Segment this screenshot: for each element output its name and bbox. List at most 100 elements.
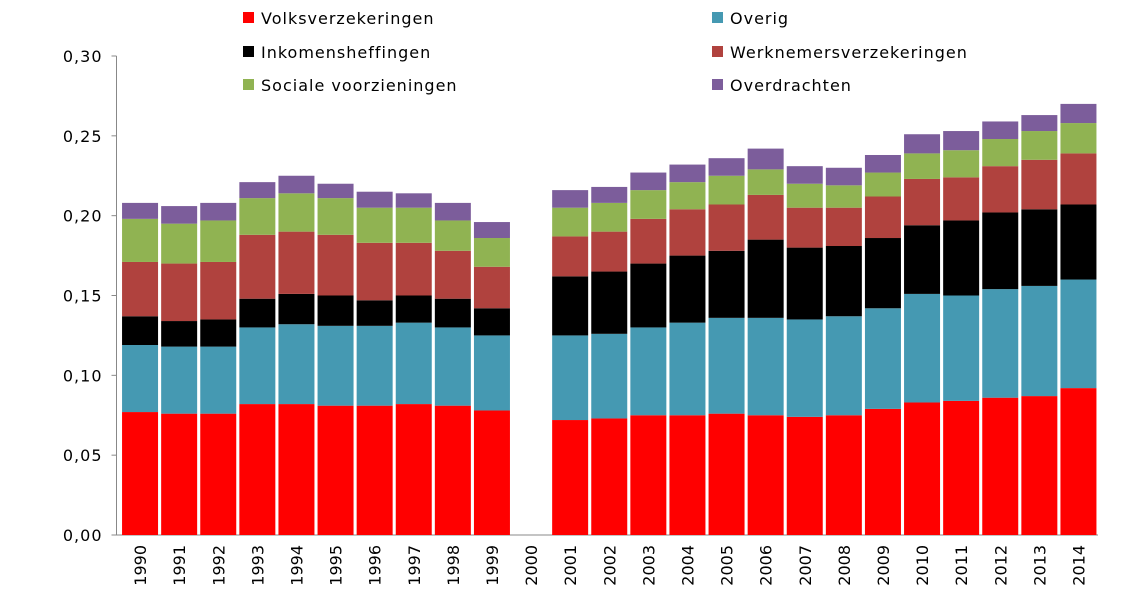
x-tick-label: 2004	[678, 545, 697, 586]
bar-segment	[708, 317, 745, 414]
x-tick-label: 2008	[835, 545, 854, 586]
bar-segment	[591, 231, 628, 272]
x-tick-label: 2002	[600, 545, 619, 586]
legend-label: Overig	[730, 9, 789, 28]
bar-segment	[904, 153, 941, 179]
bar-segment	[747, 148, 784, 170]
bar-segment	[161, 321, 198, 347]
legend-swatch	[243, 46, 254, 57]
bar-segment	[630, 190, 667, 219]
bar-segment	[434, 250, 471, 299]
bar-segment	[434, 220, 471, 251]
y-tick-label: 0,20	[63, 207, 103, 226]
bar-segment	[982, 397, 1019, 535]
bar-segment	[200, 261, 237, 320]
bar-segment	[200, 220, 237, 262]
bar-segment	[904, 293, 941, 403]
bar-segment	[434, 327, 471, 406]
bar-segment	[473, 308, 510, 336]
bar-segment	[747, 415, 784, 535]
bar-segment	[552, 276, 589, 336]
bar-segment	[395, 322, 432, 405]
legend-swatch	[712, 46, 723, 57]
bar-segment	[552, 190, 589, 208]
bar-segment	[317, 234, 354, 296]
bar-segment	[395, 295, 432, 323]
legend-label: Inkomensheffingen	[261, 43, 431, 62]
bar-segment	[825, 167, 862, 186]
legend-swatch	[712, 12, 723, 23]
bar-segment	[1021, 209, 1058, 286]
bar-segment	[356, 242, 393, 301]
bar-segment	[122, 261, 159, 317]
bar-segment	[591, 271, 628, 334]
legend-label: Werknemersverzekeringen	[730, 43, 968, 62]
bar-segment	[122, 202, 159, 219]
bar-segment	[825, 207, 862, 247]
bar-segment	[434, 298, 471, 328]
bar-segment	[317, 295, 354, 326]
bar-segment	[278, 324, 315, 405]
bar-segment	[161, 413, 198, 535]
x-tick-label: 2013	[1030, 545, 1049, 586]
bar-segment	[1060, 103, 1097, 124]
bar-segment	[161, 206, 198, 224]
bar-segment	[552, 207, 589, 237]
x-tick-label: 1996	[366, 545, 385, 586]
bar-segment	[864, 308, 901, 409]
y-tick-label: 0,00	[63, 526, 103, 545]
bar-segment	[552, 420, 589, 535]
x-tick-label: 2007	[796, 545, 815, 586]
bar-segment	[200, 413, 237, 535]
x-tick-label: 1999	[483, 545, 502, 586]
bar-segment	[1021, 115, 1058, 132]
x-tick-label: 2003	[639, 545, 658, 586]
bar-segment	[708, 250, 745, 318]
bar-segment	[1021, 131, 1058, 160]
bar-segment	[395, 242, 432, 296]
bar-segment	[122, 218, 159, 262]
bar-segment	[356, 191, 393, 208]
bar-segment	[786, 416, 823, 535]
bar-segment	[1060, 123, 1097, 154]
x-tick-label: 2005	[718, 545, 737, 586]
bar-segment	[904, 178, 941, 226]
bar-segment	[161, 223, 198, 264]
bar-segment	[239, 198, 276, 235]
bar-segment	[317, 198, 354, 235]
bar-segment	[278, 404, 315, 535]
bar-segment	[278, 231, 315, 294]
bar-segment	[708, 413, 745, 535]
bar-segment	[356, 207, 393, 243]
bar-segment	[864, 172, 901, 197]
legend-label: Overdrachten	[730, 76, 852, 95]
x-tick-label: 2006	[757, 545, 776, 586]
bar-segment	[278, 293, 315, 325]
y-tick-label: 0,05	[63, 446, 103, 465]
bar-segment	[1021, 159, 1058, 210]
bar-segment	[473, 410, 510, 535]
bar-segment	[395, 404, 432, 535]
bar-segment	[473, 238, 510, 267]
bar-segment	[943, 295, 980, 401]
x-tick-label: 1998	[444, 545, 463, 586]
bar-segment	[669, 164, 706, 183]
bar-segment	[747, 194, 784, 240]
bar-segment	[591, 418, 628, 535]
bar-segment	[591, 333, 628, 419]
x-tick-label: 1995	[327, 545, 346, 586]
x-tick-label: 2009	[874, 545, 893, 586]
bar-segment	[630, 415, 667, 535]
bar-segment	[669, 322, 706, 416]
bar-segment	[982, 121, 1019, 140]
bar-segment	[239, 327, 276, 405]
y-tick-label: 0,10	[63, 366, 103, 385]
bar-segment	[864, 408, 901, 535]
bar-segment	[161, 263, 198, 322]
bar-segment	[708, 204, 745, 251]
bar-segment	[943, 220, 980, 296]
bar-segment	[982, 289, 1019, 398]
bar-segment	[747, 239, 784, 318]
bar-segment	[239, 404, 276, 535]
